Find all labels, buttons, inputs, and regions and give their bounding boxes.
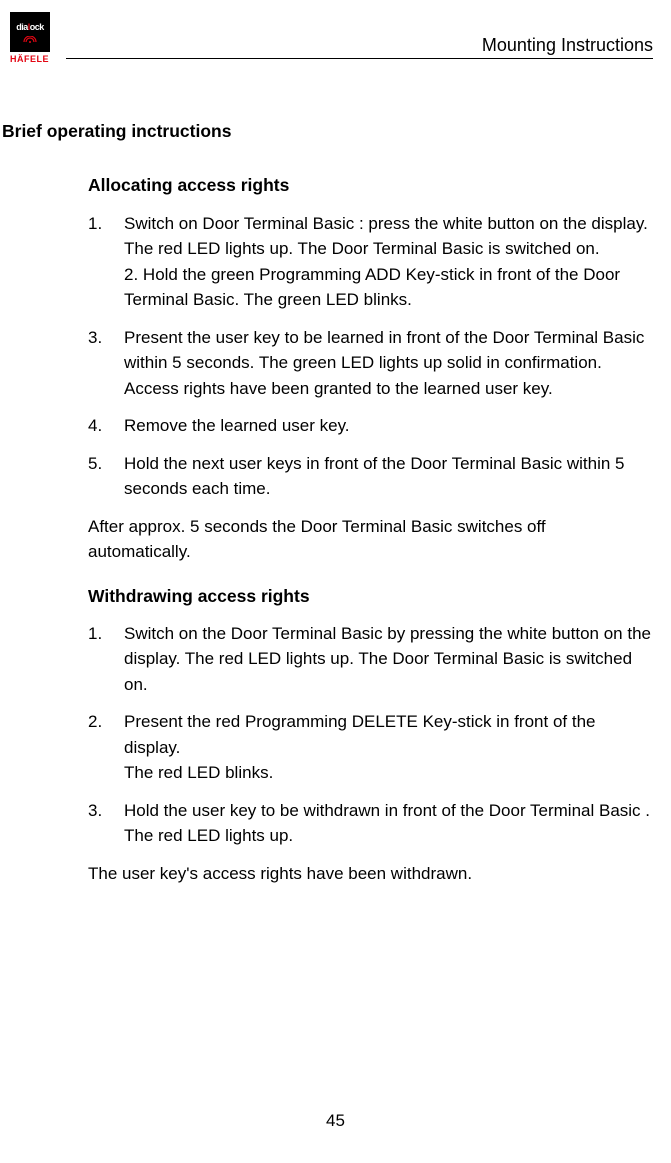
item-number: 1. [88, 621, 102, 647]
list-item: 4. Remove the learned user key. [88, 413, 653, 439]
item-text: Switch on the Door Terminal Basic by pre… [124, 624, 651, 694]
item-text: Switch on Door Terminal Basic : press th… [124, 214, 648, 259]
page-header-title: Mounting Instructions [482, 32, 653, 59]
page-content: Brief operating inctructions Allocating … [2, 118, 653, 898]
nested-text: Hold the green Programming ADD Key-stick… [124, 265, 620, 310]
item-extra: The red LED blinks. [124, 760, 653, 786]
header-divider [66, 58, 653, 59]
section-note: The user key's access rights have been w… [88, 861, 653, 887]
item-number: 3. [88, 798, 102, 824]
nested-number: 2. [124, 265, 138, 284]
brand-logo: dialock [10, 12, 50, 52]
item-number: 3. [88, 325, 102, 351]
item-text: Hold the user key to be withdrawn in fro… [124, 801, 650, 846]
section-note: After approx. 5 seconds the Door Termina… [88, 514, 653, 565]
list-item: 5. Hold the next user keys in front of t… [88, 451, 653, 502]
section-heading: Allocating access rights [88, 172, 653, 198]
item-number: 5. [88, 451, 102, 477]
subbrand-text: HÄFELE [10, 53, 49, 67]
item-number: 1. [88, 211, 102, 237]
numbered-list: 1. Switch on the Door Terminal Basic by … [88, 621, 653, 849]
item-number: 4. [88, 413, 102, 439]
list-item: 1. Switch on the Door Terminal Basic by … [88, 621, 653, 698]
item-text: Present the user key to be learned in fr… [124, 328, 644, 398]
page-number: 45 [0, 1108, 671, 1134]
list-item: 1. Switch on Door Terminal Basic : press… [88, 211, 653, 313]
wifi-icon [23, 36, 37, 43]
nested-item: 2. Hold the green Programming ADD Key-st… [124, 262, 653, 313]
list-item: 2. Present the red Programming DELETE Ke… [88, 709, 653, 786]
item-number: 2. [88, 709, 102, 735]
section-allocating: Allocating access rights 1. Switch on Do… [2, 172, 653, 886]
brand-logo-text: dialock [16, 21, 44, 35]
item-text: Remove the learned user key. [124, 416, 350, 435]
item-text: Present the red Programming DELETE Key-s… [124, 712, 595, 757]
item-text: Hold the next user keys in front of the … [124, 454, 624, 499]
main-heading: Brief operating inctructions [2, 118, 653, 144]
numbered-list: 1. Switch on Door Terminal Basic : press… [88, 211, 653, 502]
list-item: 3. Hold the user key to be withdrawn in … [88, 798, 653, 849]
section-heading: Withdrawing access rights [88, 583, 653, 609]
list-item: 3. Present the user key to be learned in… [88, 325, 653, 402]
